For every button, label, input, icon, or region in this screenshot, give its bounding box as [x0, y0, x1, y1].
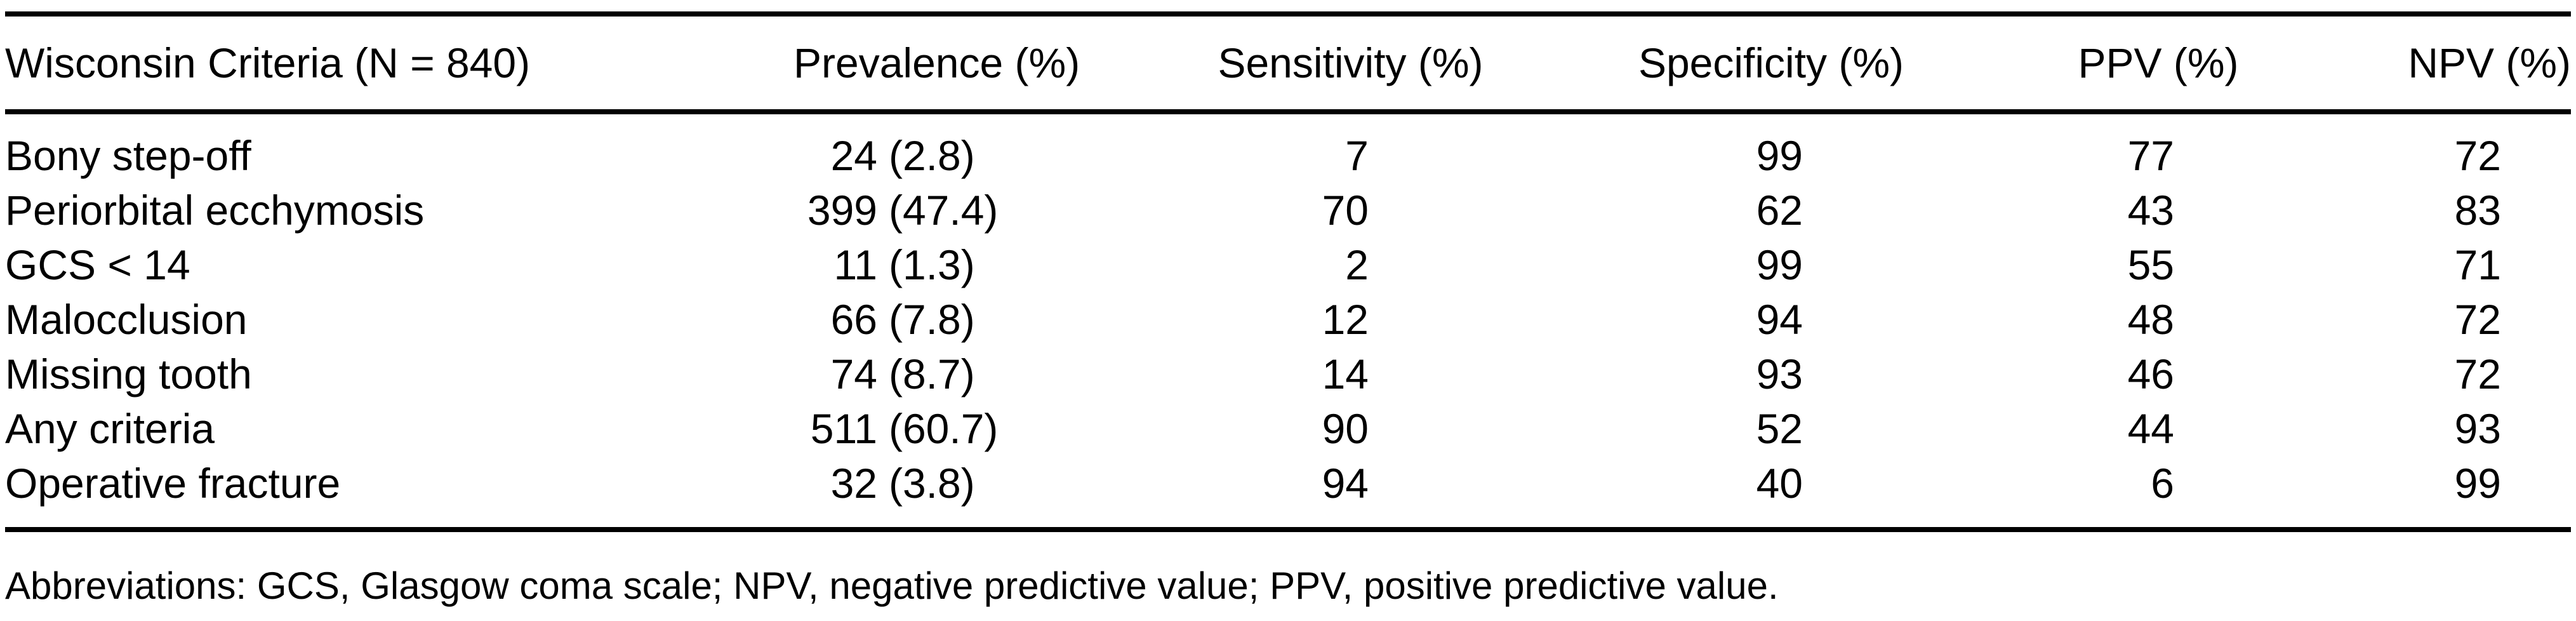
prevalence-percent: (1.3): [889, 241, 975, 288]
criteria-cell: GCS < 14: [5, 241, 190, 288]
criteria-cell: Malocclusion: [5, 296, 248, 343]
prevalence-cell: 399 (47.4): [793, 183, 1079, 237]
prevalence-percent: (60.7): [889, 405, 999, 452]
table-row: Any criteria 511 (60.7) 90 52 44 93: [5, 401, 2571, 456]
prevalence-count: 24: [830, 132, 877, 179]
ppv-cell: 6: [2151, 460, 2174, 507]
specificity-cell: 40: [1756, 460, 1803, 507]
prevalence-count: 74: [830, 351, 877, 397]
column-header-sensitivity: Sensitivity (%): [1079, 14, 1562, 114]
npv-cell: 72: [2454, 132, 2501, 179]
criteria-cell: Bony step-off: [5, 132, 251, 179]
prevalence-cell: 11 (1.3): [793, 237, 1079, 292]
prevalence-cell: 511 (60.7): [793, 401, 1079, 456]
column-header-prevalence: Prevalence (%): [793, 14, 1080, 114]
prevalence-percent: (8.7): [889, 351, 975, 397]
sensitivity-cell: 14: [1322, 351, 1369, 397]
specificity-cell: 52: [1756, 405, 1803, 452]
ppv-cell: 77: [2127, 132, 2174, 179]
sensitivity-cell: 12: [1322, 296, 1369, 343]
prevalence-percent: (3.8): [889, 460, 975, 507]
ppv-cell: 44: [2127, 405, 2174, 452]
criteria-cell: Operative fracture: [5, 460, 341, 507]
wisconsin-criteria-table: Wisconsin Criteria (N = 840) Prevalence …: [5, 11, 2571, 532]
criteria-cell: Any criteria: [5, 405, 215, 452]
npv-cell: 99: [2454, 460, 2501, 507]
table-row: Periorbital ecchymosis 399 (47.4) 70 62 4…: [5, 183, 2571, 237]
table-header-row: Wisconsin Criteria (N = 840) Prevalence …: [5, 14, 2571, 114]
abbreviations-footnote: Abbreviations: GCS, Glasgow coma scale; …: [5, 564, 1779, 607]
sensitivity-cell: 2: [1345, 241, 1369, 288]
table-row: Operative fracture 32 (3.8) 94 40 6 99: [5, 456, 2571, 530]
specificity-cell: 99: [1756, 241, 1803, 288]
specificity-cell: 99: [1756, 132, 1803, 179]
npv-cell: 83: [2454, 187, 2501, 234]
sensitivity-cell: 94: [1322, 460, 1369, 507]
prevalence-cell: 66 (7.8): [793, 292, 1079, 347]
prevalence-cell: 32 (3.8): [793, 456, 1079, 530]
prevalence-count: 66: [830, 296, 877, 343]
criteria-cell: Missing tooth: [5, 351, 252, 397]
npv-cell: 72: [2454, 296, 2501, 343]
criteria-cell: Periorbital ecchymosis: [5, 187, 425, 234]
prevalence-count: 32: [830, 460, 877, 507]
column-header-npv: NPV (%): [2336, 14, 2571, 114]
prevalence-percent: (2.8): [889, 132, 975, 179]
table-row: Bony step-off 24 (2.8) 7 99 77 72: [5, 112, 2571, 183]
sensitivity-cell: 70: [1322, 187, 1369, 234]
table-row: Malocclusion 66 (7.8) 12 94 48 72: [5, 292, 2571, 347]
specificity-cell: 94: [1756, 296, 1803, 343]
prevalence-percent: (7.8): [889, 296, 975, 343]
specificity-cell: 93: [1756, 351, 1803, 397]
column-header-criteria: Wisconsin Criteria (N = 840): [5, 14, 793, 114]
table-row: GCS < 14 11 (1.3) 2 99 55 71: [5, 237, 2571, 292]
ppv-cell: 48: [2127, 296, 2174, 343]
npv-cell: 93: [2454, 405, 2501, 452]
sensitivity-cell: 7: [1345, 132, 1369, 179]
sensitivity-cell: 90: [1322, 405, 1369, 452]
npv-cell: 72: [2454, 351, 2501, 397]
column-header-ppv: PPV (%): [1981, 14, 2336, 114]
prevalence-percent: (47.4): [889, 187, 999, 234]
npv-cell: 71: [2454, 241, 2501, 288]
ppv-cell: 55: [2127, 241, 2174, 288]
column-header-specificity: Specificity (%): [1562, 14, 1981, 114]
prevalence-count: 511: [810, 405, 877, 452]
table-row: Missing tooth 74 (8.7) 14 93 46 72: [5, 347, 2571, 401]
prevalence-count: 399: [807, 187, 877, 234]
specificity-cell: 62: [1756, 187, 1803, 234]
prevalence-count: 11: [833, 241, 877, 288]
ppv-cell: 43: [2127, 187, 2174, 234]
ppv-cell: 46: [2127, 351, 2174, 397]
prevalence-cell: 74 (8.7): [793, 347, 1079, 401]
prevalence-cell: 24 (2.8): [793, 112, 1079, 183]
